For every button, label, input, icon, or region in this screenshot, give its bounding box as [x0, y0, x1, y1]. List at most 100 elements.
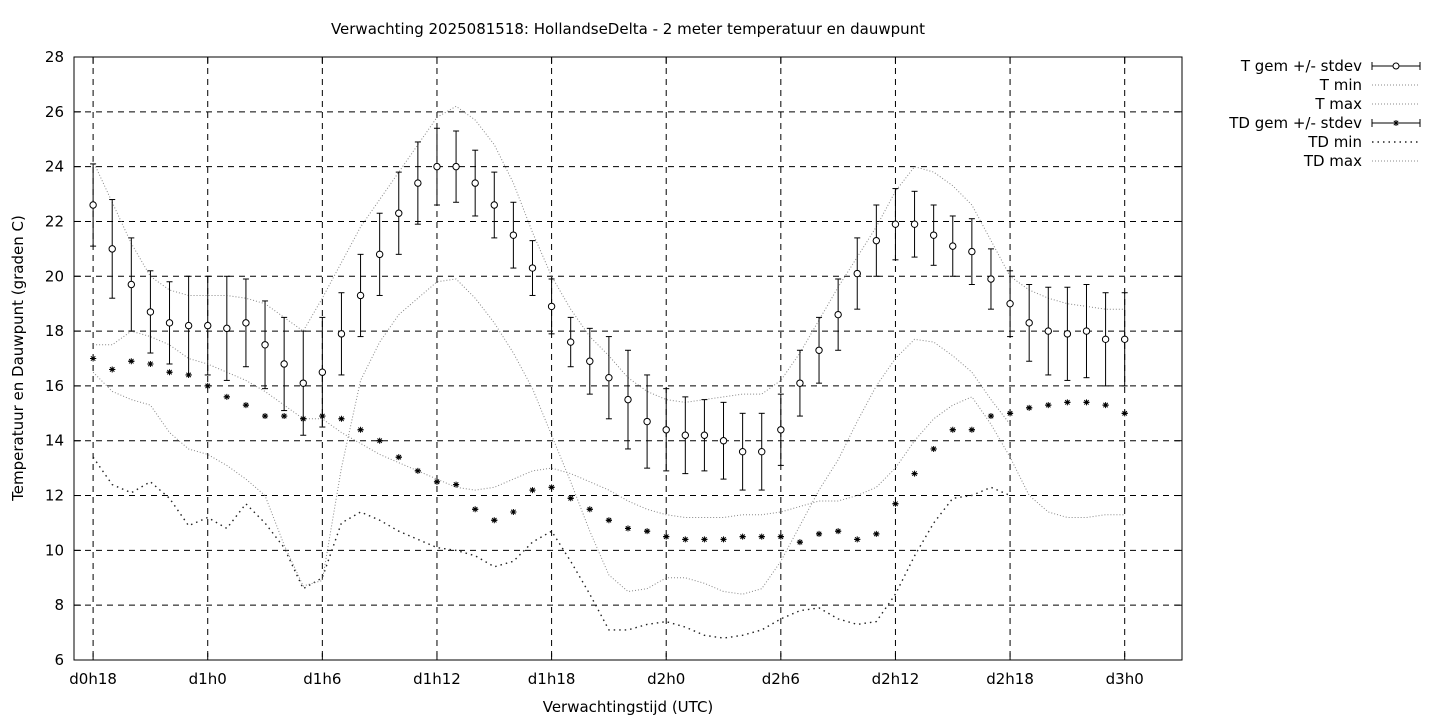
point-td-gem-stdev	[1083, 399, 1090, 406]
point-t-gem-stdev	[433, 162, 441, 171]
point-td-gem-stdev	[90, 355, 97, 362]
point-t-gem-stdev	[414, 179, 422, 187]
point-t-gem-stdev	[1025, 319, 1033, 327]
point-td-gem-stdev	[223, 393, 230, 400]
point-td-gem-stdev	[376, 437, 383, 444]
point-t-gem-stdev	[356, 291, 365, 300]
point-t-gem-stdev	[318, 368, 327, 376]
point-td-gem-stdev	[204, 382, 211, 389]
point-t-gem-stdev	[968, 247, 976, 256]
legend-label-t-max: T max	[1314, 95, 1362, 113]
point-t-gem-stdev	[796, 379, 804, 387]
point-td-gem-stdev	[472, 506, 479, 513]
point-t-gem-stdev	[1101, 335, 1110, 344]
point-td-gem-stdev	[758, 533, 765, 540]
point-t-gem-stdev	[299, 379, 307, 387]
y-tick-label: 26	[45, 103, 64, 121]
point-td-gem-stdev	[605, 517, 612, 524]
legend-label-td-min: TD min	[1307, 133, 1362, 151]
point-td-gem-stdev	[109, 366, 116, 373]
point-t-gem-stdev	[1044, 327, 1052, 335]
point-t-gem-stdev	[929, 231, 938, 239]
point-t-gem-stdev	[758, 447, 766, 456]
point-t-gem-stdev	[528, 264, 537, 272]
point-t-gem-stdev	[1006, 299, 1014, 308]
legend-label-t-gem-stdev: T gem +/- stdev	[1240, 57, 1362, 75]
point-t-gem-stdev	[624, 395, 632, 404]
y-axis-label: Temperatuur en Dauwpunt (graden C)	[9, 215, 27, 502]
point-t-gem-stdev	[872, 236, 881, 245]
point-t-gem-stdev	[643, 417, 651, 426]
point-t-gem-stdev	[834, 310, 842, 319]
point-td-gem-stdev	[1121, 410, 1128, 417]
y-tick-label: 24	[45, 158, 64, 176]
point-td-gem-stdev	[433, 478, 440, 485]
point-td-gem-stdev	[968, 426, 975, 433]
point-td-gem-stdev	[930, 445, 937, 452]
point-td-gem-stdev	[1102, 402, 1109, 409]
point-td-gem-stdev	[586, 506, 593, 513]
y-tick-label: 16	[45, 377, 64, 395]
y-tick-label: 8	[54, 596, 64, 614]
point-td-gem-stdev	[644, 528, 651, 535]
point-t-gem-stdev	[1082, 327, 1091, 335]
point-t-gem-stdev	[280, 360, 288, 368]
x-tick-label: d1h18	[528, 670, 576, 688]
point-t-gem-stdev	[108, 245, 116, 253]
point-td-gem-stdev	[567, 495, 574, 502]
legend-label-td-gem-stdev: TD gem +/- stdev	[1228, 114, 1362, 132]
point-t-gem-stdev	[605, 373, 613, 382]
point-td-gem-stdev	[185, 371, 192, 378]
x-tick-label: d2h6	[762, 670, 800, 688]
point-t-gem-stdev	[146, 308, 155, 316]
point-td-gem-stdev	[873, 530, 880, 537]
point-td-gem-stdev	[1026, 404, 1033, 411]
x-tick-label: d1h6	[303, 670, 341, 688]
point-td-gem-stdev	[816, 530, 823, 537]
y-tick-label: 28	[45, 48, 64, 66]
x-tick-label: d2h0	[647, 670, 685, 688]
point-td-gem-stdev	[338, 415, 345, 422]
point-td-gem-stdev	[491, 517, 498, 524]
legend-label-td-max: TD max	[1303, 152, 1362, 170]
y-tick-label: 10	[45, 541, 64, 559]
point-t-gem-stdev	[738, 447, 747, 456]
point-t-gem-stdev	[700, 431, 709, 439]
legend-marker-td-gem-stdev	[1393, 120, 1399, 126]
x-tick-label: d2h18	[986, 670, 1034, 688]
point-t-gem-stdev	[681, 431, 690, 439]
point-t-gem-stdev	[337, 330, 346, 338]
point-td-gem-stdev	[281, 413, 288, 420]
point-td-gem-stdev	[529, 487, 536, 494]
point-t-gem-stdev	[261, 341, 269, 349]
point-t-gem-stdev	[165, 319, 174, 327]
point-t-gem-stdev	[987, 275, 995, 283]
point-td-gem-stdev	[987, 413, 994, 420]
point-td-gem-stdev	[796, 539, 803, 546]
point-td-gem-stdev	[510, 508, 517, 515]
point-td-gem-stdev	[242, 402, 249, 409]
point-td-gem-stdev	[128, 358, 135, 365]
point-td-gem-stdev	[835, 528, 842, 535]
point-t-gem-stdev	[127, 280, 136, 289]
point-t-gem-stdev	[719, 437, 728, 445]
point-t-gem-stdev	[204, 321, 212, 330]
point-t-gem-stdev	[1120, 335, 1129, 344]
point-td-gem-stdev	[911, 470, 918, 477]
point-td-gem-stdev	[395, 454, 402, 461]
point-t-gem-stdev	[242, 319, 250, 327]
y-tick-label: 12	[45, 487, 64, 505]
point-td-gem-stdev	[1007, 410, 1014, 417]
point-td-gem-stdev	[720, 536, 727, 543]
point-t-gem-stdev	[547, 302, 556, 311]
point-td-gem-stdev	[682, 536, 689, 543]
point-t-gem-stdev	[566, 338, 575, 346]
y-tick-label: 22	[45, 212, 64, 230]
point-td-gem-stdev	[892, 500, 899, 507]
chart-title: Verwachting 2025081518: HollandseDelta -…	[331, 20, 925, 38]
point-t-gem-stdev	[375, 250, 384, 259]
point-td-gem-stdev	[453, 481, 460, 488]
point-t-gem-stdev	[89, 201, 97, 209]
